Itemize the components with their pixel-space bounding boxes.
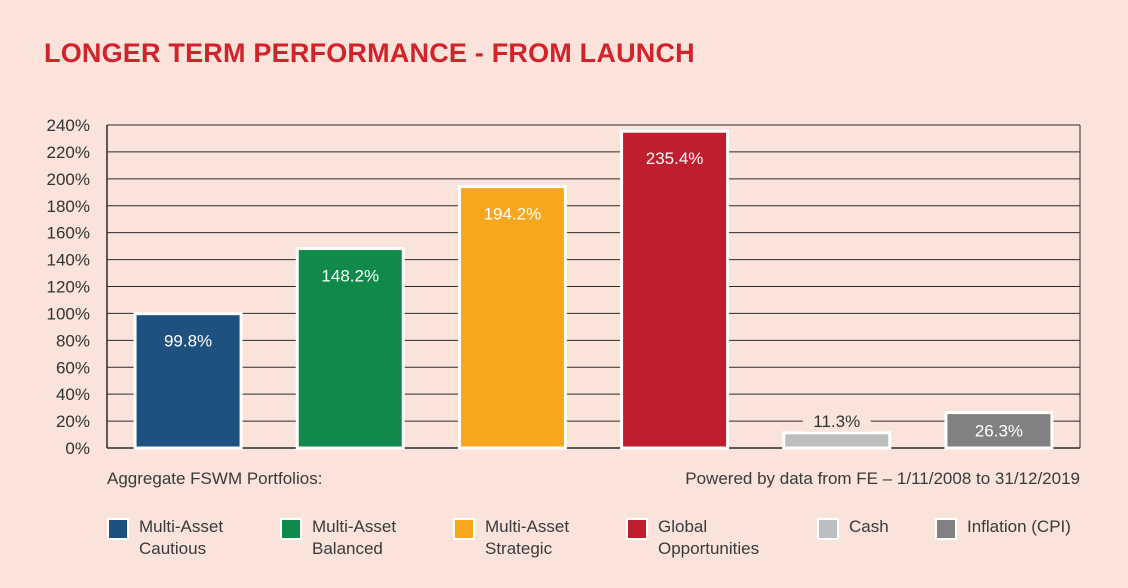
- y-tick-label: 120%: [47, 278, 90, 297]
- legend-label: Multi-Asset Balanced: [312, 517, 397, 558]
- legend-label: Inflation (CPI): [967, 517, 1071, 536]
- y-tick-label: 100%: [47, 304, 90, 323]
- y-tick-label: 240%: [47, 116, 90, 135]
- portfolio-note: Aggregate FSWM Portfolios:: [107, 469, 323, 488]
- data-label: 99.8%: [164, 332, 212, 351]
- legend-swatch: [280, 518, 302, 540]
- legend-label: Global Opportunities: [658, 517, 760, 558]
- legend-item-cautious: Multi-Asset Cautious: [107, 516, 269, 560]
- legend-item-global: Global Opportunities: [626, 516, 788, 560]
- bar: [457, 185, 567, 450]
- legend-label: Multi-Asset Cautious: [139, 517, 224, 558]
- data-label: 235.4%: [646, 149, 704, 168]
- y-tick-label: 40%: [56, 385, 90, 404]
- data-label: 11.3%: [813, 412, 860, 431]
- y-tick-label: 80%: [56, 331, 90, 350]
- bar: [133, 312, 243, 450]
- legend-item-balanced: Multi-Asset Balanced: [280, 516, 442, 560]
- y-tick-label: 180%: [47, 197, 90, 216]
- bar: [295, 247, 405, 450]
- y-tick-label: 0%: [65, 439, 90, 458]
- y-tick-label: 60%: [56, 358, 90, 377]
- data-label: 194.2%: [484, 205, 542, 224]
- legend-swatch: [626, 518, 648, 540]
- data-label: 148.2%: [321, 267, 379, 286]
- bar: [944, 411, 1054, 450]
- legend-label: Cash: [849, 517, 889, 536]
- legend-item-cash: Cash: [817, 516, 929, 540]
- legend-swatch: [107, 518, 129, 540]
- data-label-background: [802, 409, 871, 432]
- legend-label: Multi-Asset Strategic: [485, 517, 570, 558]
- legend-item-strategic: Multi-Asset Strategic: [453, 516, 615, 560]
- y-tick-label: 20%: [56, 412, 90, 431]
- legend-swatch: [935, 518, 957, 540]
- legend-swatch: [453, 518, 475, 540]
- y-tick-label: 220%: [47, 143, 90, 162]
- y-tick-label: 140%: [47, 251, 90, 270]
- legend-item-inflation: Inflation (CPI): [935, 516, 1117, 540]
- bar: [782, 431, 892, 450]
- bar: [620, 129, 730, 450]
- y-tick-label: 160%: [47, 224, 90, 243]
- legend: Multi-Asset Cautious Multi-Asset Balanced …: [0, 516, 1128, 576]
- legend-swatch: [817, 518, 839, 540]
- bar-chart: 0% 20% 40% 60% 80% 100% 120% 140% 160% 180% 200% 22…: [47, 116, 1081, 458]
- y-tick-label: 200%: [47, 170, 90, 189]
- chart-title: LONGER TERM PERFORMANCE - FROM LAUNCH: [44, 38, 695, 68]
- data-label: 26.3%: [975, 421, 1023, 440]
- data-source-note: Powered by data from FE – 1/11/2008 to 3…: [685, 469, 1080, 488]
